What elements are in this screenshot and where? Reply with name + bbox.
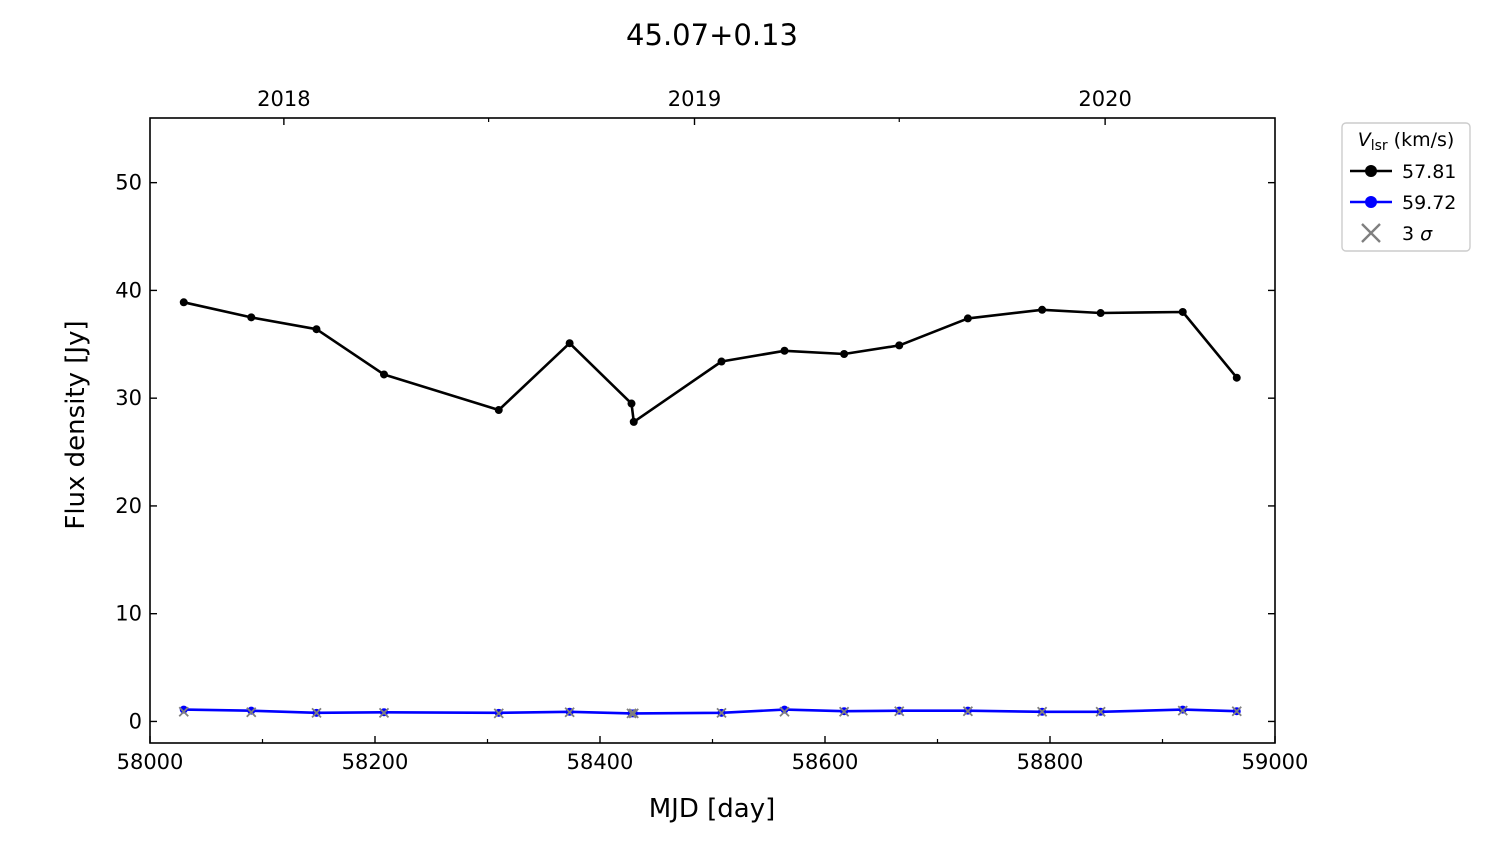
sigma3-point-7 — [628, 708, 639, 719]
x-axis-label: MJD [day] — [649, 794, 776, 824]
series-0-point-5 — [565, 339, 574, 348]
legend-title-sub: lsr — [1371, 138, 1388, 154]
series-line-1 — [183, 708, 1237, 715]
sigma3-point-8 — [716, 707, 727, 718]
legend-title-unit: (km/s) — [1394, 129, 1455, 151]
sigma3-point-1 — [246, 707, 257, 718]
y-tick-label-2: 20 — [115, 494, 142, 518]
legend-entries: 57.81 59.72 3 σ — [1350, 161, 1456, 245]
sigma3-point-13 — [1036, 706, 1048, 717]
y-tick-label-5: 50 — [115, 171, 142, 195]
sigma3-point-16 — [1231, 706, 1242, 717]
sigma3-point-5 — [564, 707, 575, 718]
x-tick-label-0: 58000 — [117, 750, 184, 774]
sigma3-point-4 — [493, 708, 504, 719]
series-0-point-0 — [179, 298, 188, 307]
series-0-point-9 — [780, 346, 789, 355]
x-tick-label-5: 59000 — [1242, 750, 1309, 774]
series-line-0 — [183, 301, 1238, 424]
series-0-point-15 — [1178, 307, 1187, 316]
series-1-point-1 — [247, 706, 256, 715]
chart-title: 45.07+0.13 — [626, 18, 798, 52]
sigma3-point-3 — [378, 707, 390, 718]
series-1 — [179, 705, 1241, 718]
series-0-point-1 — [247, 313, 256, 322]
legend-marker-sigma — [1361, 223, 1381, 243]
legend-box — [1341, 122, 1471, 252]
legend-label-0: 57.81 — [1402, 161, 1456, 183]
y-axis-label: Flux density [Jy] — [61, 320, 91, 529]
sigma3-markers — [178, 705, 1242, 719]
sigma3-point-10 — [838, 706, 850, 717]
series-1-point-0 — [179, 705, 188, 714]
series-1-point-9 — [780, 705, 789, 714]
series-0-point-10 — [840, 349, 849, 358]
top-tick-label-1: 2019 — [668, 87, 721, 111]
legend: Vlsr (km/s) 57.81 59.72 3 σ — [1341, 122, 1471, 252]
series-0-point-8 — [717, 357, 726, 366]
series-0-point-14 — [1096, 309, 1105, 318]
series-layer — [178, 298, 1242, 719]
sigma3-point-14 — [1095, 706, 1106, 717]
legend-entry-1: 59.72 — [1350, 192, 1456, 214]
legend-label-sigma-symbol: σ — [1420, 223, 1433, 245]
legend-label-1: 59.72 — [1402, 192, 1456, 214]
legend-marker-0 — [1365, 165, 1377, 177]
y-tick-label-1: 10 — [115, 602, 142, 626]
series-0-point-13 — [1038, 305, 1047, 314]
x-tick-label-3: 58600 — [792, 750, 859, 774]
x-tick-label-2: 58400 — [567, 750, 634, 774]
legend-marker-1 — [1365, 196, 1377, 208]
y-tick-label-0: 0 — [129, 709, 142, 733]
top-tick-label-0: 2018 — [257, 87, 310, 111]
sigma3-point-0 — [178, 706, 189, 717]
sigma3-point-9 — [779, 706, 790, 717]
x-tick-label-4: 58800 — [1017, 750, 1084, 774]
legend-label-sigma-number: 3 — [1402, 223, 1420, 245]
legend-title-main: V — [1358, 129, 1373, 151]
y-tick-label-3: 30 — [115, 386, 142, 410]
sigma3-point-6 — [626, 708, 637, 719]
top-tick-label-2: 2020 — [1078, 87, 1131, 111]
series-0-point-12 — [963, 314, 972, 323]
axes: 58000 58200 58400 58600 58800 59000 0 10 20 30 40 5… — [115, 87, 1308, 774]
series-0-point-3 — [380, 370, 388, 379]
sigma3-point-2 — [311, 707, 322, 718]
legend-entry-0: 57.81 — [1350, 161, 1456, 183]
legend-label-sigma: 3 σ — [1402, 223, 1433, 245]
x-tick-label-1: 58200 — [342, 750, 409, 774]
legend-title: Vlsr (km/s) — [1358, 129, 1455, 154]
sigma3-point-12 — [962, 706, 974, 717]
series-0-point-11 — [895, 341, 904, 350]
series-0-point-6 — [627, 399, 636, 408]
legend-entry-sigma: 3 σ — [1361, 223, 1433, 245]
plot-frame — [149, 117, 1276, 744]
sigma3-point-11 — [894, 706, 905, 717]
series-0 — [179, 298, 1241, 426]
series-0-point-4 — [494, 406, 503, 415]
y-tick-label-4: 40 — [115, 278, 142, 302]
series-0-point-16 — [1232, 373, 1241, 382]
series-0-point-2 — [312, 325, 321, 334]
series-0-point-7 — [629, 417, 638, 426]
sigma3-point-15 — [1177, 705, 1188, 716]
